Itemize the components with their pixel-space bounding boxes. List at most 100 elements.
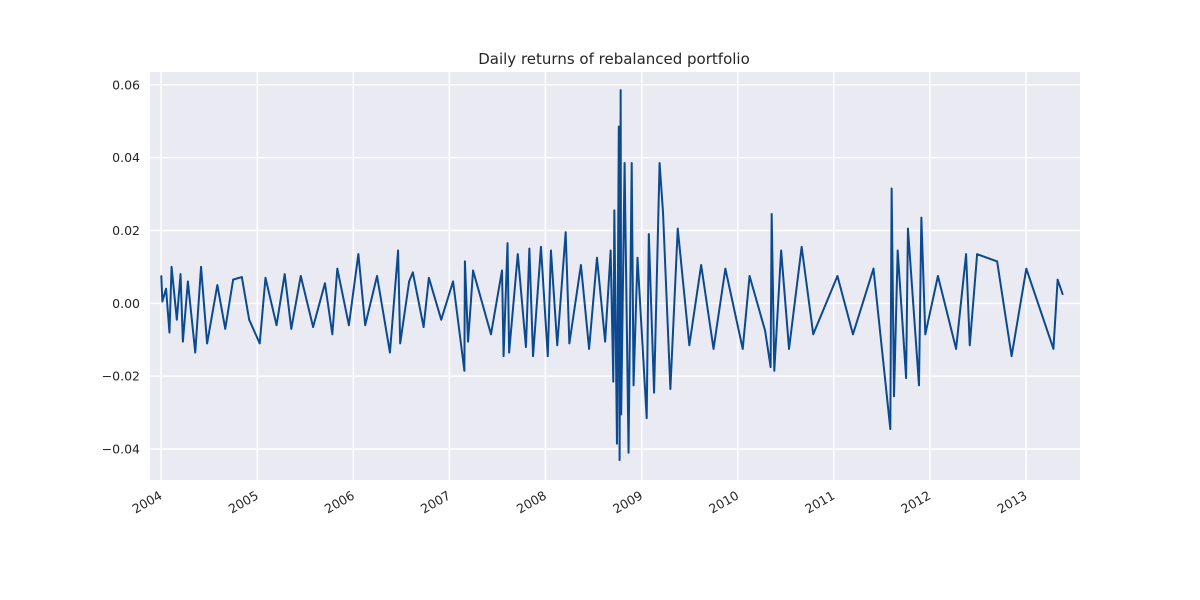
data-point [490, 333, 492, 336]
data-point [324, 282, 326, 285]
data-point [920, 216, 923, 219]
y-tick-label: 0.04 [112, 150, 140, 165]
data-point [612, 380, 615, 383]
data-point [620, 413, 623, 416]
data-point [647, 233, 650, 236]
data-point [636, 256, 639, 259]
series-layer [160, 89, 1064, 461]
data-point [616, 442, 618, 445]
data-point [427, 276, 430, 279]
data-point [299, 275, 302, 277]
data-point [780, 249, 783, 252]
data-point [764, 329, 766, 332]
data-point [224, 327, 227, 330]
data-point [773, 369, 776, 372]
data-point [580, 264, 582, 266]
data-point [1052, 347, 1055, 350]
data-point [617, 125, 620, 128]
data-point [240, 276, 243, 278]
data-point [440, 318, 443, 321]
data-point [206, 342, 208, 345]
data-point [662, 211, 664, 214]
data-point [872, 267, 875, 270]
data-point [232, 278, 235, 281]
data-point [290, 327, 293, 330]
data-point [688, 344, 691, 347]
data-point [331, 333, 334, 336]
data-point [976, 253, 979, 256]
data-point [741, 347, 744, 350]
data-point [546, 355, 549, 358]
data-point [564, 231, 567, 234]
data-point [364, 324, 367, 327]
data-point [463, 369, 466, 372]
data-point [532, 355, 534, 358]
data-point [627, 451, 630, 454]
data-point [464, 260, 466, 263]
data-point [181, 340, 184, 343]
data-point [630, 162, 633, 164]
data-point [890, 187, 893, 190]
data-point [540, 245, 542, 248]
data-point [889, 428, 892, 430]
data-point [770, 213, 773, 215]
data-point [937, 275, 939, 277]
data-point [472, 269, 474, 272]
data-point [357, 253, 360, 256]
y-tick-label: −0.04 [102, 442, 140, 457]
data-point [588, 347, 590, 350]
data-point [918, 384, 920, 387]
data-point [216, 284, 219, 287]
data-point [516, 253, 519, 256]
data-point [996, 260, 999, 263]
data-point [550, 249, 552, 252]
y-tick-label: 0.00 [112, 296, 140, 311]
data-point [623, 162, 626, 164]
data-point [852, 333, 854, 336]
data-point [467, 340, 469, 343]
y-tick-label: 0.06 [112, 77, 140, 92]
data-point [411, 271, 414, 274]
data-point [653, 391, 655, 394]
data-point [170, 265, 173, 268]
data-point [613, 209, 616, 212]
data-point [264, 276, 267, 279]
data-point [788, 347, 790, 350]
data-point [408, 280, 411, 283]
data-point [312, 326, 315, 328]
y-tick-labels: −0.04 −0.02 0.00 0.02 0.04 0.06 [102, 77, 140, 456]
data-point [905, 377, 907, 379]
data-point [528, 247, 531, 250]
data-point [168, 331, 171, 334]
data-point [724, 267, 727, 270]
data-point [836, 275, 839, 277]
data-point [175, 318, 178, 321]
data-point [160, 275, 163, 277]
data-point [452, 280, 454, 283]
data-point [508, 351, 511, 354]
data-point [669, 388, 672, 390]
data-point [506, 242, 509, 245]
data-point [748, 275, 751, 277]
data-point [700, 264, 703, 266]
data-point [397, 249, 399, 252]
data-point [347, 324, 350, 327]
data-point [399, 342, 402, 345]
data-point [502, 355, 505, 358]
data-point [422, 326, 425, 328]
data-point [604, 340, 607, 343]
data-point [194, 351, 197, 354]
data-point [712, 347, 715, 350]
data-point [161, 300, 164, 303]
data-point [955, 347, 957, 350]
data-point [924, 333, 927, 336]
data-point [618, 459, 621, 461]
data-point [907, 227, 909, 230]
data-point [258, 342, 261, 345]
data-point [389, 351, 391, 354]
data-point [186, 280, 189, 283]
chart-title: Daily returns of rebalanced portfolio [478, 50, 750, 68]
data-point [676, 227, 679, 230]
data-point [619, 89, 622, 92]
